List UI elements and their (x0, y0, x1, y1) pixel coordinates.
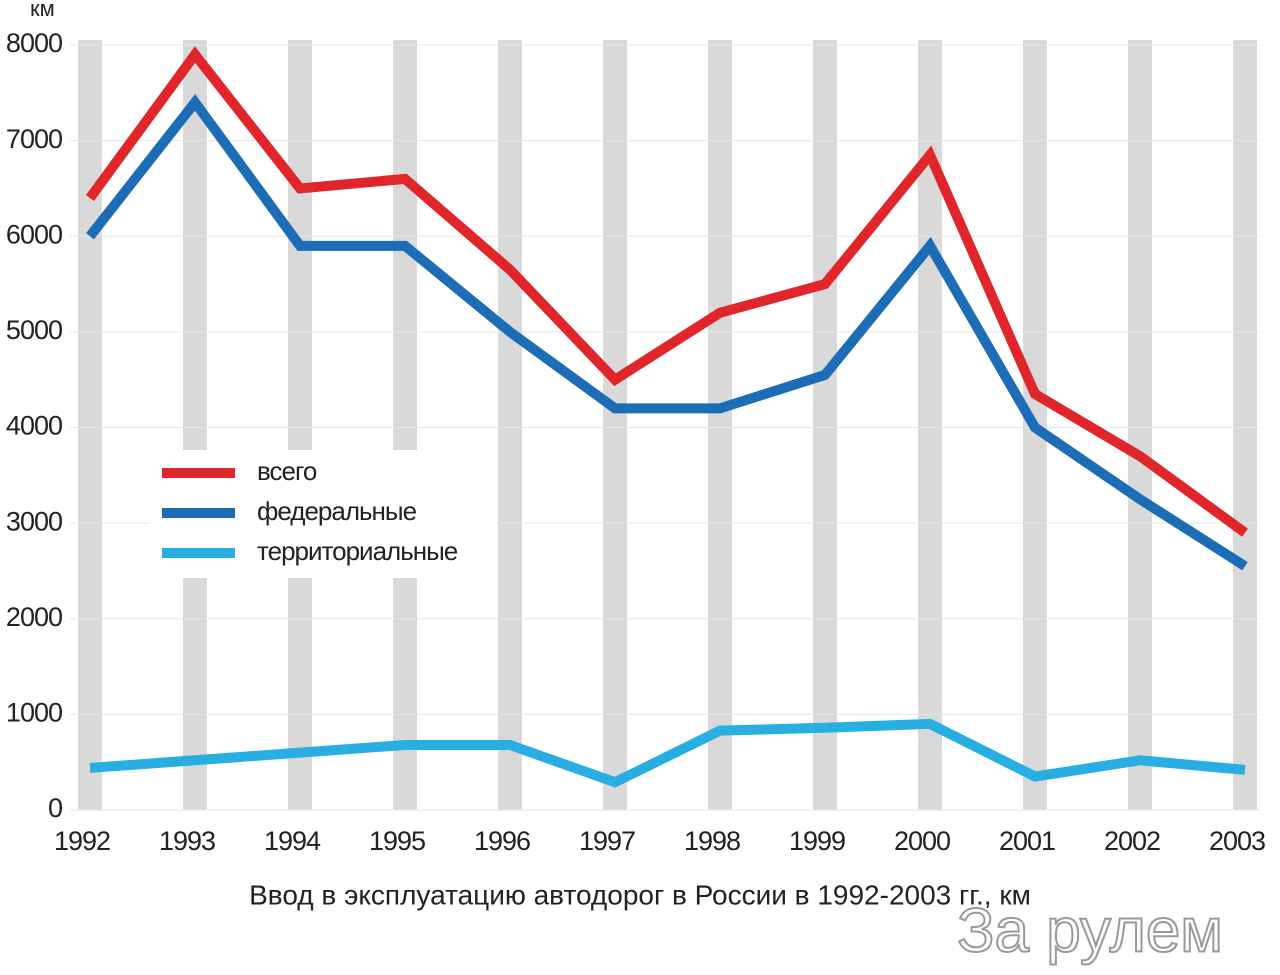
year-band (498, 40, 522, 810)
y-tick-label: 6000 (6, 219, 62, 249)
year-band (1128, 40, 1152, 810)
y-tick-label: 0 (48, 793, 62, 823)
x-tick-label: 1995 (369, 826, 425, 856)
y-tick-label: 4000 (6, 411, 62, 441)
series-line (85, 46, 1248, 537)
x-tick-label: 2003 (1209, 826, 1265, 856)
series-line (86, 94, 1248, 571)
year-band (78, 40, 102, 810)
watermark: За рулем (957, 896, 1223, 965)
y-tick-label: 7000 (6, 124, 62, 154)
year-band (813, 40, 837, 810)
x-tick-label: 1998 (684, 826, 740, 856)
x-tick-label: 2001 (999, 826, 1055, 856)
x-tick-label: 1994 (264, 826, 321, 856)
legend-label: федеральные (257, 496, 417, 526)
year-band (183, 40, 207, 810)
y-unit: км (30, 0, 55, 21)
x-tick-label: 1993 (159, 826, 215, 856)
y-tick-label: 8000 (6, 28, 62, 58)
x-tick-label: 1999 (789, 826, 845, 856)
y-tick-label: 5000 (6, 315, 62, 345)
x-tick-label: 1997 (579, 826, 635, 856)
x-tick-label: 1992 (54, 826, 110, 856)
chart-title: Ввод в эксплуатацию автодорог в России в… (249, 879, 1031, 910)
year-band (1233, 40, 1257, 810)
y-tick-label: 3000 (6, 506, 62, 536)
legend-label: территориальные (257, 536, 458, 566)
year-band (603, 40, 627, 810)
x-tick-label: 2000 (894, 826, 950, 856)
year-band (393, 40, 417, 810)
year-band (288, 40, 312, 810)
legend-label: всего (257, 456, 317, 486)
y-tick-label: 1000 (6, 698, 62, 728)
x-tick-label: 2002 (1104, 826, 1160, 856)
series-line (89, 718, 1246, 788)
y-tick-label: 2000 (6, 602, 62, 632)
x-tick-label: 1996 (474, 826, 530, 856)
year-band (708, 40, 732, 810)
